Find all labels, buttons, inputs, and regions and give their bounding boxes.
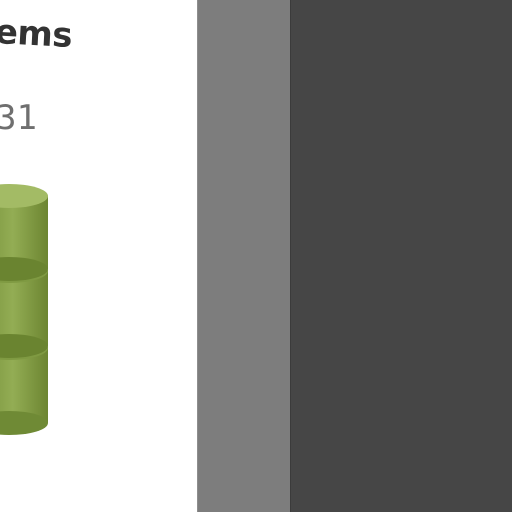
divider-strip <box>197 0 290 512</box>
database-icon <box>0 184 48 435</box>
items-card[interactable]: ems 31 <box>0 0 197 512</box>
item-count: 31 <box>0 98 37 138</box>
card-title: ems <box>0 12 74 56</box>
dark-panel <box>290 0 512 512</box>
